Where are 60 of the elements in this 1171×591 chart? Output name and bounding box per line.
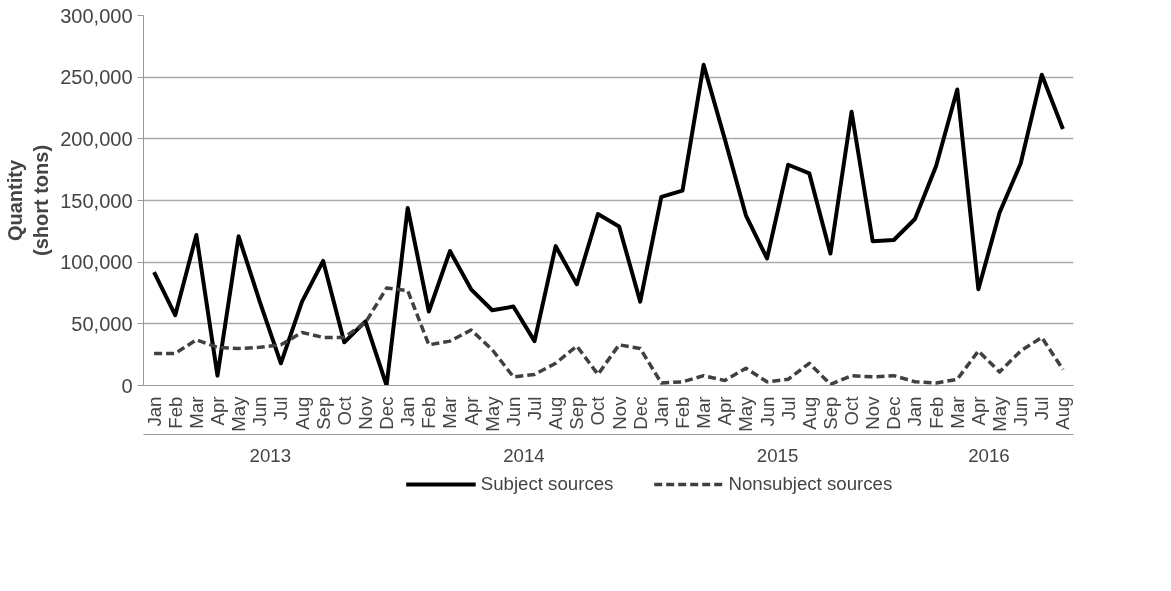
x-tick-label: May (481, 395, 503, 432)
x-tick-label: Jan (904, 396, 926, 427)
x-tick-label: Apr (460, 396, 482, 426)
x-tick-label: Oct (587, 395, 609, 426)
x-tick-label: Sep (312, 396, 334, 430)
text: 2015 (756, 444, 799, 466)
x-tick-label: Feb (164, 396, 186, 429)
x-tick-label: Jan (397, 396, 419, 427)
x-tick-label: Nov (608, 395, 630, 430)
line-series (152, 62, 1065, 386)
x-tick-label: May (735, 395, 757, 432)
x-tick-label: Oct (841, 395, 863, 426)
x-tick-label: Dec (883, 396, 905, 430)
x-tick-label: Mar (946, 396, 968, 429)
x-tick-label: Jul (524, 396, 546, 421)
x-tick-label: Apr (714, 396, 736, 426)
y-tick-label: 100,000 (60, 251, 133, 274)
x-tick-label: Mar (439, 396, 461, 429)
x-tick-label: Jul (1031, 396, 1053, 421)
y-tick-label: 150,000 (60, 189, 133, 212)
y-tick-label: 0 (121, 374, 133, 397)
x-tick-label: Jul (270, 396, 292, 421)
x-tick-label: Dec (376, 396, 398, 430)
x-tick-label: Nov (354, 395, 376, 430)
x-tick-label: Aug (798, 396, 820, 430)
y-tick-label: 200,000 (60, 127, 133, 150)
y-tick-label: 300,000 (60, 4, 133, 27)
x-tick-label: Apr (967, 396, 989, 426)
y-tick-label: 250,000 (60, 66, 133, 89)
legend-label: Subject sources (480, 473, 614, 495)
x-tick-label: Aug (1052, 396, 1074, 430)
x-tick-label: Feb (925, 396, 947, 429)
x-tick-label: Jun (1010, 396, 1032, 427)
text: 2016 (968, 444, 1010, 466)
x-tick-label: Jan (143, 396, 165, 427)
x-tick-label: Aug (291, 396, 313, 430)
text: 2014 (503, 444, 545, 466)
line-series (152, 286, 1065, 386)
x-tick-label: Oct (333, 395, 355, 426)
x-tick-label: Mar (693, 396, 715, 429)
x-tick-label: Aug (545, 396, 567, 430)
x-tick-label: May (989, 395, 1011, 432)
x-tick-label: Jun (502, 396, 524, 427)
x-tick-label: Mar (185, 396, 207, 429)
x-tick-label: Jan (650, 396, 672, 427)
x-tick-label: Feb (671, 396, 693, 429)
y-axis-title: Quantity (short tons) (3, 144, 53, 257)
y-tick-label: 50,000 (71, 312, 133, 335)
text: 2013 (249, 444, 292, 466)
x-tick-label: May (228, 395, 250, 432)
x-tick-label: Apr (206, 396, 228, 426)
x-tick-label: Feb (418, 396, 440, 429)
legend-label: Nonsubject sources (728, 473, 893, 495)
x-tick-label: Sep (566, 396, 588, 430)
x-tick-label: Jul (777, 396, 799, 421)
x-tick-label: Jun (756, 396, 778, 427)
x-tick-label: Sep (819, 396, 841, 430)
x-tick-label: Dec (629, 396, 651, 430)
x-tick-label: Nov (862, 395, 884, 430)
x-tick-label: Jun (249, 396, 271, 427)
